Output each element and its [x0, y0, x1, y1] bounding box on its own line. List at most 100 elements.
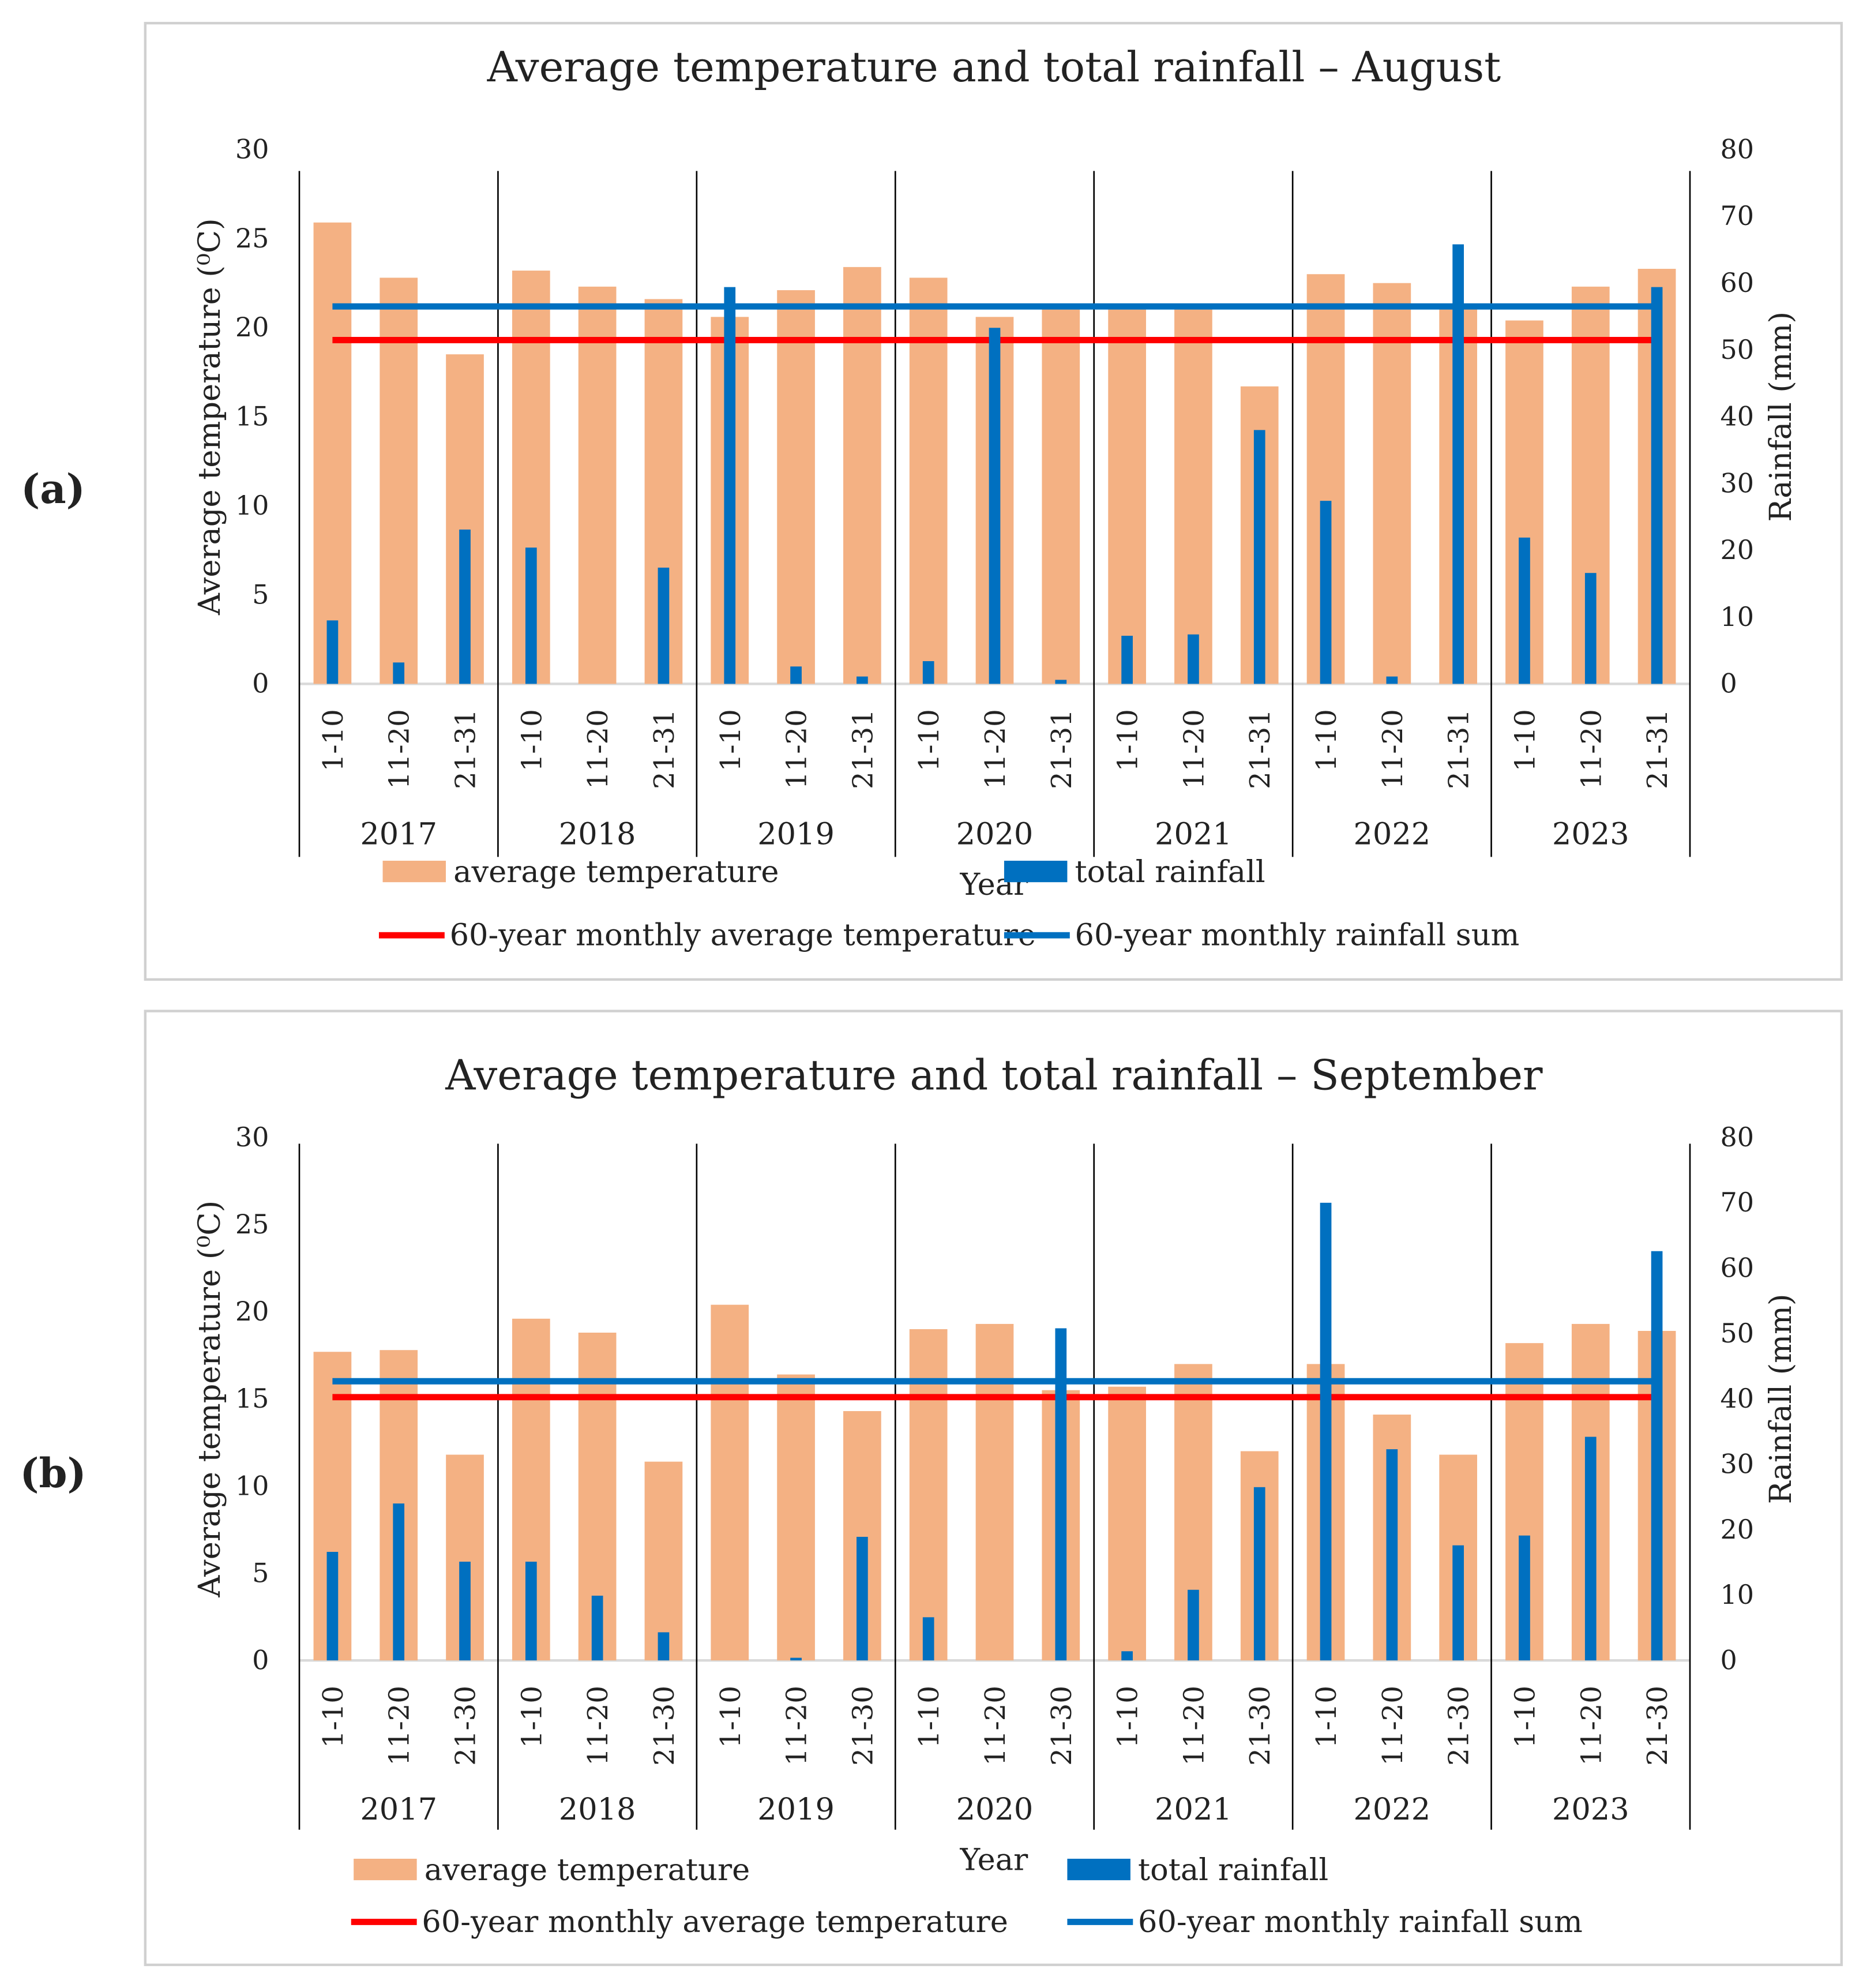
temperature-bar — [644, 1461, 683, 1661]
rainfall-bar — [1121, 636, 1133, 684]
year-label: 2022 — [1353, 1792, 1430, 1827]
period-tick-label: 1-10 — [913, 1686, 945, 1748]
period-tick-label: 11-20 — [1178, 1686, 1210, 1766]
year-label: 2023 — [1552, 817, 1629, 852]
rainfall-bar — [1519, 1535, 1530, 1661]
y-tick-label: 20 — [235, 312, 269, 343]
rainfall-bar — [1253, 430, 1265, 684]
chart-panel-b: (b) Average temperature and total rainfal… — [20, 1010, 1843, 1967]
legend-swatch — [1067, 1858, 1130, 1881]
period-tick-label: 1-10 — [715, 709, 747, 771]
period-tick-label: 21-31 — [1046, 709, 1078, 789]
y2-tick-label: 60 — [1721, 267, 1755, 298]
period-tick-label: 1-10 — [317, 709, 350, 771]
period-tick-label: 11-20 — [582, 709, 614, 789]
y2-axis-label: Rainfall (mm) — [1763, 312, 1798, 522]
y2-axis-label: Rainfall (mm) — [1763, 1294, 1798, 1504]
y2-tick-label: 40 — [1721, 401, 1755, 432]
year-label: 2022 — [1353, 817, 1430, 852]
legend-swatch — [354, 1858, 417, 1881]
rainfall-bar — [922, 661, 934, 684]
period-tick-label: 11-20 — [979, 1686, 1012, 1766]
year-label: 2019 — [757, 817, 835, 852]
rainfall-bar — [857, 1536, 868, 1661]
y-tick-label: 15 — [235, 1383, 269, 1414]
legend-swatch — [382, 860, 446, 883]
y2-tick-label: 70 — [1721, 1187, 1755, 1218]
temperature-bar — [1042, 306, 1080, 684]
period-tick-label: 1-10 — [1112, 1686, 1144, 1748]
year-label: 2018 — [559, 1792, 636, 1827]
temperature-bar — [975, 1323, 1014, 1661]
temperature-bar — [711, 1304, 749, 1661]
rainfall-bar — [724, 287, 736, 684]
rainfall-bar — [1651, 1251, 1663, 1661]
temperature-bar — [843, 267, 881, 684]
rainfall-bar — [1452, 244, 1464, 684]
year-label: 2020 — [956, 1792, 1034, 1827]
y2-tick-label: 70 — [1721, 200, 1755, 231]
rainfall-bar — [1519, 537, 1530, 684]
rainfall-bar — [1584, 573, 1597, 684]
y2-tick-label: 60 — [1721, 1252, 1755, 1284]
temperature-bar — [777, 1374, 815, 1661]
rainfall-bar — [1055, 680, 1067, 684]
panel-label: (a) — [21, 465, 85, 513]
y-tick-label: 0 — [252, 1644, 269, 1675]
y2-tick-label: 50 — [1721, 1318, 1755, 1349]
y-axis-label: Average temperature (⁰C) — [192, 218, 227, 616]
rainfall-bar — [1320, 501, 1332, 684]
y2-tick-label: 80 — [1721, 1121, 1755, 1153]
period-tick-label: 11-20 — [979, 709, 1012, 789]
rainfall-bar — [1584, 1436, 1597, 1661]
year-label: 2017 — [360, 817, 437, 852]
period-tick-label: 21-31 — [450, 709, 482, 789]
y-axis-label: Average temperature (⁰C) — [192, 1201, 227, 1598]
legend-label: 60-year monthly rainfall sum — [1075, 918, 1520, 953]
period-tick-label: 21-30 — [1046, 1686, 1078, 1766]
period-tick-label: 21-31 — [1642, 709, 1674, 789]
period-tick-label: 1-10 — [1509, 1686, 1541, 1748]
rainfall-bar — [790, 666, 802, 684]
y-tick-label: 25 — [235, 1209, 269, 1240]
temperature-bar — [1373, 283, 1411, 684]
y2-tick-label: 20 — [1721, 1514, 1755, 1545]
period-tick-label: 21-30 — [450, 1686, 482, 1766]
rainfall-bar — [1188, 634, 1199, 684]
legend-swatch — [1004, 860, 1068, 883]
period-tick-label: 21-31 — [847, 709, 879, 789]
rainfall-bar — [591, 1595, 603, 1661]
rainfall-bar — [1386, 676, 1398, 684]
year-label: 2023 — [1552, 1792, 1629, 1827]
y-tick-label: 30 — [235, 1121, 269, 1153]
rainfall-bar — [989, 328, 1001, 684]
year-label: 2021 — [1155, 1792, 1232, 1827]
period-tick-label: 1-10 — [317, 1686, 350, 1748]
x-axis-label: Year — [960, 1843, 1029, 1878]
period-tick-label: 21-31 — [648, 709, 681, 789]
temperature-bar — [1174, 306, 1212, 684]
temperature-bar — [313, 222, 352, 684]
period-tick-label: 21-30 — [1244, 1686, 1276, 1766]
period-tick-label: 11-20 — [1575, 709, 1607, 789]
period-tick-label: 1-10 — [1310, 1686, 1343, 1748]
chart-panel-a: (a) Average temperature and total rainfal… — [21, 21, 1843, 981]
y-tick-label: 10 — [235, 490, 269, 521]
period-tick-label: 1-10 — [1509, 709, 1541, 771]
y-tick-label: 5 — [252, 1557, 269, 1588]
legend-label: 60-year monthly average temperature — [422, 1904, 1008, 1940]
panel-label: (b) — [20, 1449, 86, 1497]
rainfall-bar — [1320, 1202, 1332, 1661]
legend-label: average temperature — [425, 1852, 750, 1888]
temperature-bar — [380, 277, 418, 684]
rainfall-bar — [326, 620, 339, 684]
rainfall-bar — [790, 1657, 802, 1661]
y2-tick-label: 0 — [1721, 668, 1737, 699]
period-tick-label: 1-10 — [516, 1686, 548, 1748]
period-tick-label: 11-20 — [1377, 1686, 1409, 1766]
rainfall-bar — [459, 1562, 471, 1661]
period-tick-label: 11-20 — [582, 1686, 614, 1766]
chart-title: Average temperature and total rainfall –… — [445, 1051, 1543, 1100]
rainfall-bar — [326, 1552, 339, 1661]
